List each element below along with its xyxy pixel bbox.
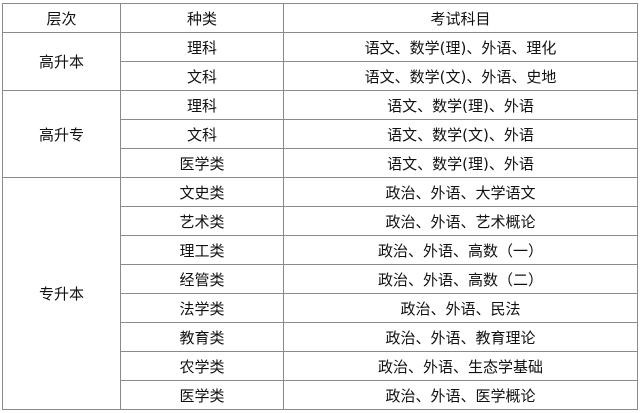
subjects-cell: 政治、外语、生态学基础 — [283, 351, 638, 381]
subjects-cell: 语文、数学(理)、外语 — [283, 148, 638, 178]
type-cell: 医学类 — [120, 380, 284, 410]
type-cell: 理科 — [120, 32, 284, 62]
type-cell: 文科 — [120, 61, 284, 91]
level-cell: 高升本 — [2, 32, 121, 91]
subjects-cell: 语文、数学(文)、外语 — [283, 119, 638, 149]
type-cell: 理工类 — [120, 235, 284, 265]
subjects-cell: 政治、外语、教育理论 — [283, 322, 638, 352]
type-cell: 农学类 — [120, 351, 284, 381]
level-cell: 专升本 — [2, 177, 121, 410]
subjects-cell: 政治、外语、高数（二） — [283, 264, 638, 294]
type-cell: 文科 — [120, 119, 284, 149]
header-type: 种类 — [120, 3, 284, 33]
subjects-cell: 政治、外语、艺术概论 — [283, 206, 638, 236]
table-row: 理工类 政治、外语、高数（一） — [3, 235, 638, 265]
table-row: 艺术类 政治、外语、艺术概论 — [3, 206, 638, 236]
level-cell: 高升专 — [2, 90, 121, 178]
header-subjects: 考试科目 — [283, 3, 638, 33]
type-cell: 艺术类 — [120, 206, 284, 236]
type-cell: 法学类 — [120, 293, 284, 323]
table-row: 文科 语文、数学(文)、外语、史地 — [3, 61, 638, 91]
header-row: 层次 种类 考试科目 — [2, 3, 638, 33]
type-cell: 教育类 — [120, 322, 284, 352]
table-row: 专升本 文史类 政治、外语、大学语文 — [2, 177, 638, 410]
type-cell: 经管类 — [120, 264, 284, 294]
subjects-cell: 政治、外语、民法 — [283, 293, 638, 323]
subjects-cell: 语文、数学(文)、外语、史地 — [283, 61, 638, 91]
table-row: 医学类 政治、外语、医学概论 — [3, 380, 638, 410]
table-row: 高升本 理科 语文、数学(理)、外语、理化 — [2, 32, 638, 91]
table-row: 法学类 政治、外语、民法 — [3, 293, 638, 323]
header-level: 层次 — [2, 3, 121, 33]
table-row: 教育类 政治、外语、教育理论 — [3, 322, 638, 352]
table-row: 文科 语文、数学(文)、外语 — [3, 119, 638, 149]
subjects-cell: 语文、数学(理)、外语 — [283, 90, 638, 120]
table-row: 经管类 政治、外语、高数（二） — [3, 264, 638, 294]
subjects-cell: 政治、外语、医学概论 — [283, 380, 638, 410]
subjects-cell: 政治、外语、大学语文 — [283, 177, 638, 207]
type-cell: 文史类 — [120, 177, 284, 207]
table-row: 医学类 语文、数学(理)、外语 — [3, 148, 638, 178]
subjects-cell: 政治、外语、高数（一） — [283, 235, 638, 265]
type-cell: 理科 — [120, 90, 284, 120]
table-row: 高升专 理科 语文、数学(理)、外语 — [2, 90, 638, 178]
subjects-cell: 语文、数学(理)、外语、理化 — [283, 32, 638, 62]
type-cell: 医学类 — [120, 148, 284, 178]
exam-subjects-table: 层次 种类 考试科目 高升本 理科 语文、数学(理)、外语、理化 文科 语文、数学(文)… — [2, 3, 638, 410]
